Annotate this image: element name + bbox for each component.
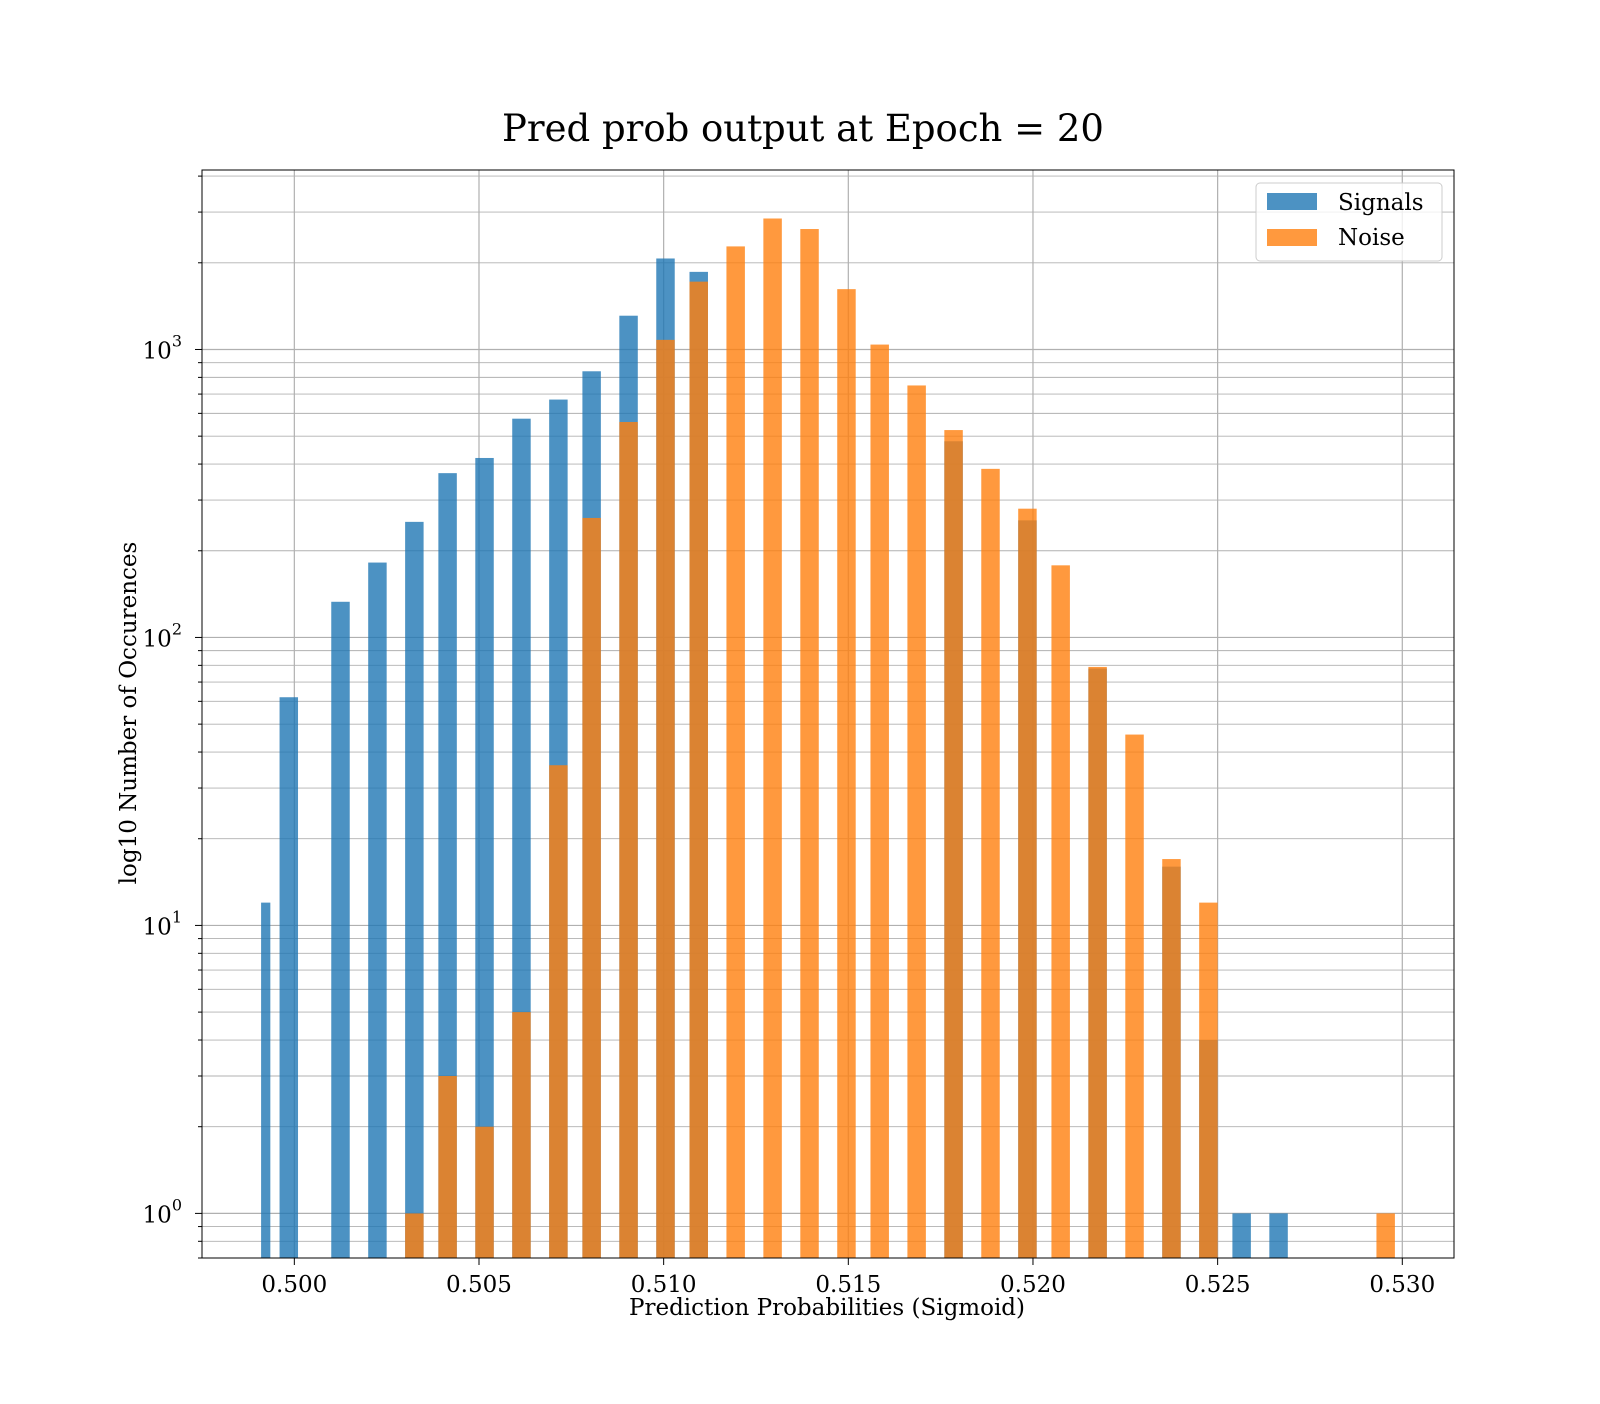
- legend-label-signals: Signals: [1338, 190, 1424, 216]
- legend-swatch-signals: [1267, 193, 1317, 210]
- x-tick-label: 0.505: [446, 1272, 512, 1298]
- legend: Signals Noise: [1255, 182, 1443, 262]
- bar-signals: [1269, 1213, 1288, 1258]
- y-tick-label: 102: [143, 619, 182, 652]
- bar-noise: [582, 517, 601, 1258]
- axis-ticks: 0.500 0.505 0.510 0.515 0.520 0.525 0.530 100 10…: [143, 175, 1435, 1298]
- bar-signals: [438, 473, 457, 1259]
- y-axis-label: log10 Number of Occurences: [116, 542, 142, 885]
- y-tick-label: 101: [143, 907, 182, 940]
- bar-noise: [512, 1012, 531, 1258]
- bar-signals: [1232, 1213, 1251, 1258]
- legend-swatch-noise: [1267, 229, 1317, 246]
- bar-noise: [1018, 508, 1037, 1258]
- histogram-bars: [261, 218, 1395, 1259]
- bar-noise: [1199, 902, 1218, 1258]
- bar-signals: [475, 457, 494, 1258]
- bar-noise: [1376, 1213, 1395, 1258]
- x-tick-label: 0.520: [1000, 1272, 1066, 1298]
- bar-signals: [405, 521, 424, 1258]
- x-tick-label: 0.515: [815, 1272, 881, 1298]
- bar-noise: [405, 1213, 424, 1258]
- bar-signals: [331, 601, 350, 1258]
- bar-noise: [475, 1126, 494, 1258]
- bar-noise: [870, 344, 889, 1258]
- bar-noise: [1162, 859, 1181, 1258]
- y-tick-label: 100: [143, 1195, 182, 1228]
- plot-area-frame: [201, 169, 1455, 1259]
- chart-title: Pred prob output at Epoch = 20: [502, 107, 1104, 150]
- bar-noise: [907, 385, 926, 1258]
- x-tick-label: 0.500: [261, 1272, 327, 1298]
- y-tick-label: 103: [143, 331, 182, 364]
- bar-noise: [726, 246, 745, 1258]
- x-tick-label: 0.530: [1369, 1272, 1435, 1298]
- bar-noise: [549, 765, 568, 1258]
- bar-noise: [619, 421, 638, 1258]
- x-tick-label: 0.510: [631, 1272, 697, 1298]
- bar-signals: [261, 902, 271, 1258]
- bar-noise: [800, 229, 819, 1259]
- bar-noise: [837, 289, 856, 1259]
- bar-noise: [763, 218, 782, 1258]
- bar-signals: [368, 562, 387, 1258]
- bar-noise: [1088, 666, 1107, 1258]
- bar-signals: [279, 697, 299, 1258]
- bar-noise: [944, 430, 963, 1258]
- bar-noise: [1125, 734, 1144, 1258]
- x-tick-label: 0.525: [1185, 1272, 1251, 1298]
- bar-noise: [1051, 565, 1070, 1258]
- bar-noise: [656, 339, 675, 1258]
- x-axis-label: Prediction Probabilities (Sigmoid): [629, 1295, 1025, 1321]
- bar-noise: [689, 281, 708, 1258]
- bar-noise: [438, 1075, 457, 1258]
- legend-label-noise: Noise: [1338, 225, 1405, 251]
- bar-noise: [981, 468, 1000, 1259]
